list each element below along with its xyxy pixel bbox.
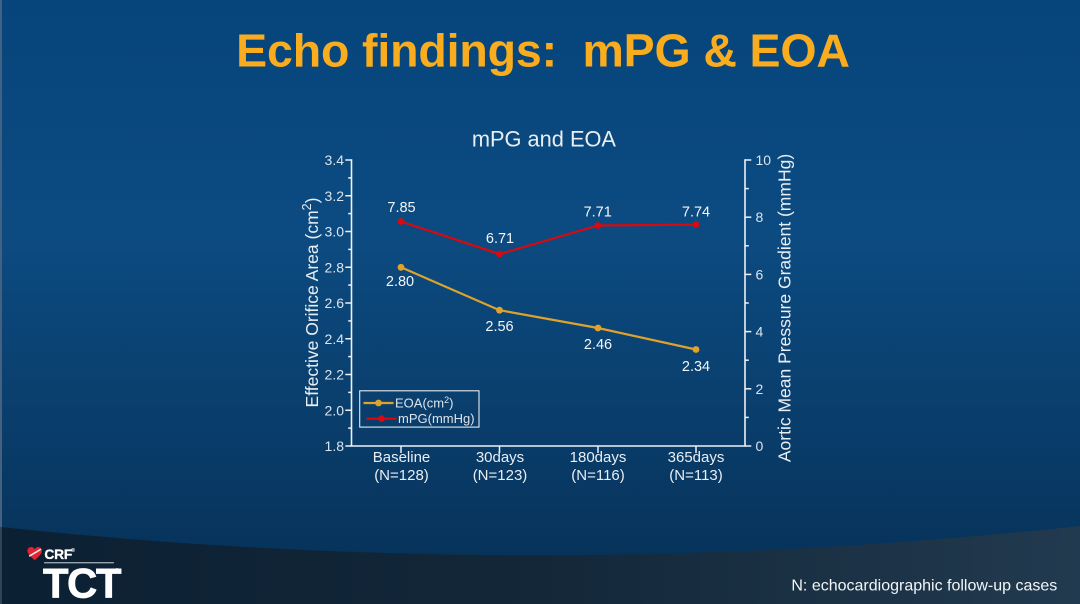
svg-text:EOA(cm2): EOA(cm2): [395, 395, 453, 411]
svg-text:N: echocardiographic follow-up: N: echocardiographic follow-up cases: [791, 577, 1057, 594]
svg-text:8: 8: [756, 209, 764, 225]
svg-text:2: 2: [756, 381, 764, 397]
svg-text:365days: 365days: [668, 449, 725, 466]
svg-text:0: 0: [756, 438, 764, 454]
svg-text:2.8: 2.8: [325, 259, 345, 275]
svg-text:180days: 180days: [570, 449, 627, 466]
svg-text:3.2: 3.2: [325, 188, 345, 204]
svg-text:TCT: TCT: [43, 559, 122, 604]
svg-text:(N=128): (N=128): [374, 467, 429, 484]
svg-text:®: ®: [115, 568, 120, 575]
svg-text:7.71: 7.71: [584, 205, 612, 221]
svg-text:2.0: 2.0: [325, 402, 345, 418]
svg-text:30days: 30days: [476, 449, 524, 466]
svg-text:2.6: 2.6: [325, 295, 345, 311]
svg-text:Echo findings: mPG & EOA: Echo findings: mPG & EOA: [236, 24, 850, 76]
svg-text:7.85: 7.85: [387, 200, 415, 216]
svg-text:2.2: 2.2: [325, 367, 345, 383]
svg-text:Aortic Mean Pressure Gradient: Aortic Mean Pressure Gradient (mmHg): [775, 154, 795, 462]
svg-text:®: ®: [71, 547, 76, 554]
svg-text:2.4: 2.4: [325, 331, 345, 347]
svg-text:mPG(mmHg): mPG(mmHg): [398, 411, 475, 426]
svg-text:1.8: 1.8: [325, 438, 345, 454]
svg-text:2.80: 2.80: [386, 274, 414, 290]
svg-text:2.56: 2.56: [485, 319, 513, 335]
svg-text:CRF: CRF: [44, 547, 72, 562]
svg-text:6.71: 6.71: [486, 231, 514, 247]
svg-text:(N=116): (N=116): [571, 467, 625, 484]
svg-text:4: 4: [756, 324, 764, 340]
svg-text:(N=123): (N=123): [473, 467, 528, 484]
svg-text:Baseline: Baseline: [373, 449, 431, 466]
svg-text:7.74: 7.74: [682, 205, 710, 221]
svg-text:3.0: 3.0: [325, 224, 345, 240]
svg-text:(N=113): (N=113): [669, 467, 723, 484]
svg-text:mPG and EOA: mPG and EOA: [472, 127, 617, 152]
svg-text:10: 10: [756, 152, 772, 168]
svg-text:2.34: 2.34: [682, 359, 710, 375]
svg-text:Effective Orifice Area (cm2): Effective Orifice Area (cm2): [300, 198, 322, 408]
svg-text:2.46: 2.46: [584, 337, 612, 353]
svg-text:6: 6: [756, 266, 764, 282]
svg-text:3.4: 3.4: [325, 152, 345, 168]
